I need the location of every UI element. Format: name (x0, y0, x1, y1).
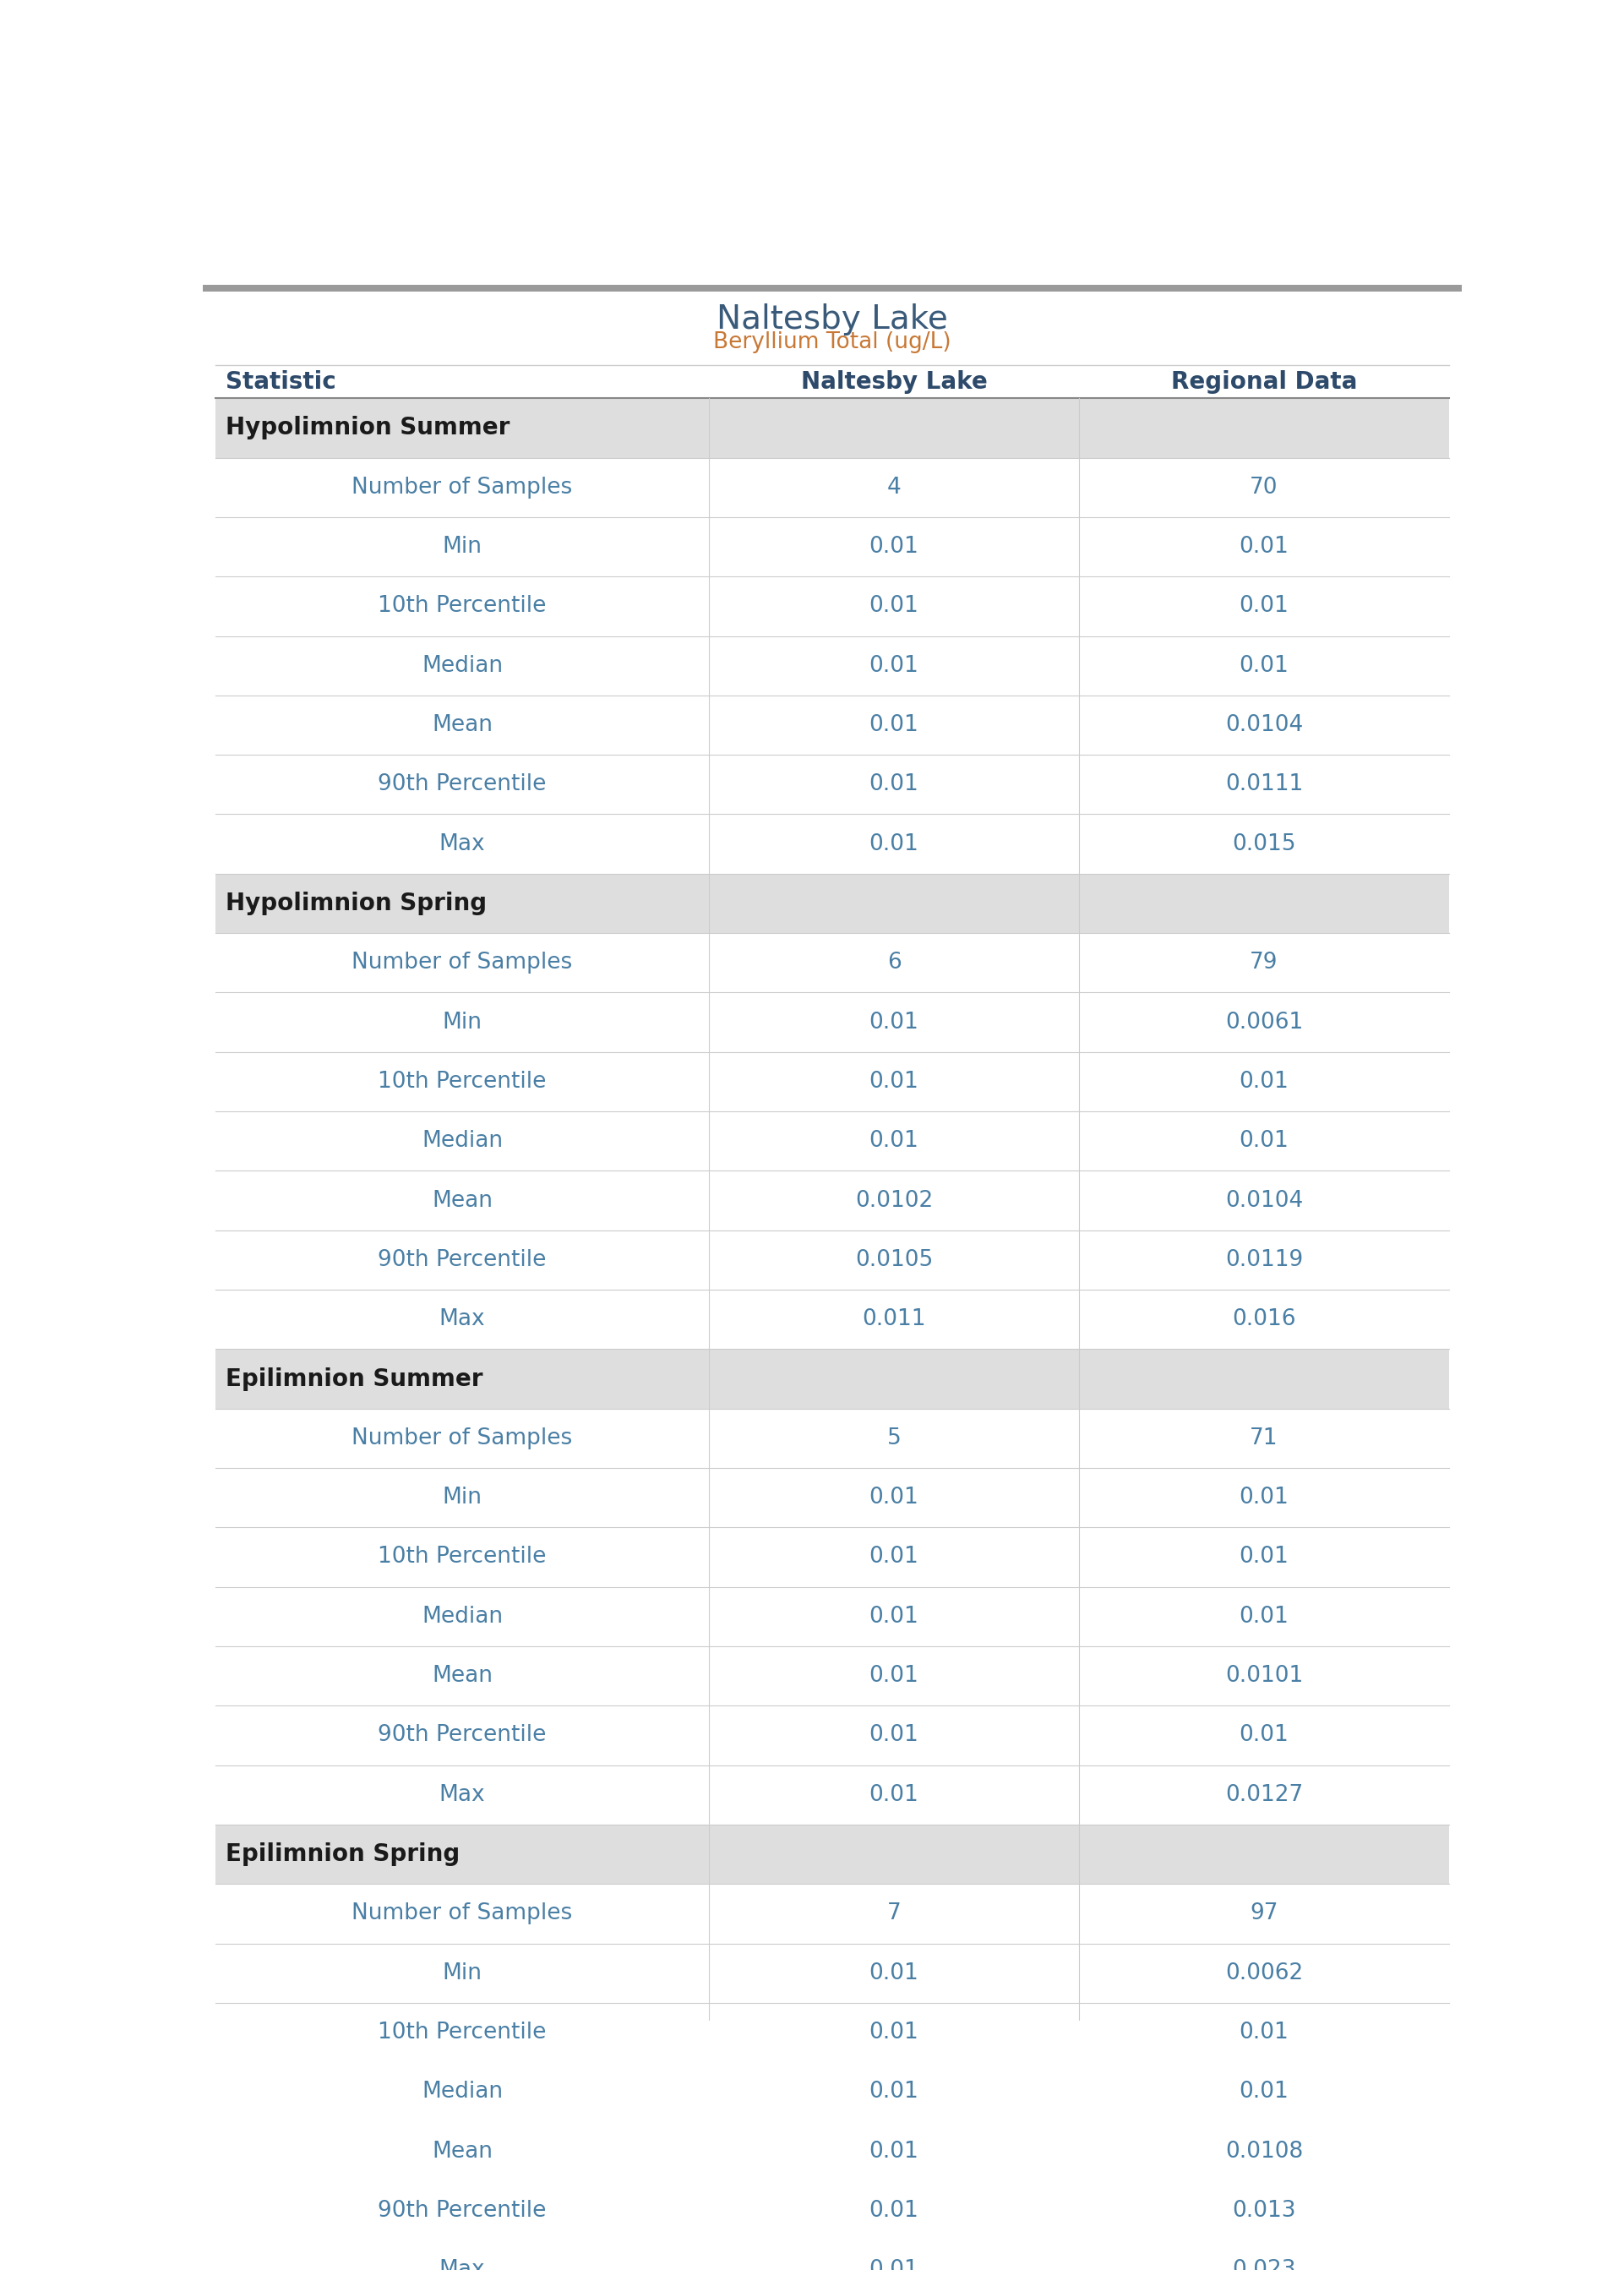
Text: 90th Percentile: 90th Percentile (378, 2200, 547, 2222)
Text: 0.01: 0.01 (1239, 1605, 1289, 1628)
Text: 0.0127: 0.0127 (1224, 1784, 1302, 1807)
Text: 0.01: 0.01 (869, 1487, 919, 1510)
Text: 0.01: 0.01 (869, 1546, 919, 1569)
Text: 90th Percentile: 90th Percentile (378, 1725, 547, 1746)
Text: 10th Percentile: 10th Percentile (378, 2023, 547, 2043)
Text: 0.0105: 0.0105 (854, 1249, 932, 1271)
Text: Beryllium Total (ug/L): Beryllium Total (ug/L) (713, 331, 952, 354)
Text: 0.01: 0.01 (869, 2141, 919, 2163)
Text: 0.01: 0.01 (1239, 1071, 1289, 1092)
Text: Max: Max (438, 2259, 486, 2270)
Text: 0.01: 0.01 (869, 1605, 919, 1628)
Text: Naltesby Lake: Naltesby Lake (801, 370, 987, 393)
Text: 0.0061: 0.0061 (1224, 1010, 1302, 1033)
Text: 0.01: 0.01 (1239, 2023, 1289, 2043)
Text: 0.0062: 0.0062 (1224, 1961, 1302, 1984)
Text: 0.01: 0.01 (869, 1010, 919, 1033)
Text: 0.01: 0.01 (1239, 1725, 1289, 1746)
Text: Number of Samples: Number of Samples (352, 477, 573, 499)
Text: 0.016: 0.016 (1233, 1308, 1296, 1330)
Text: Mean: Mean (432, 1664, 492, 1687)
Text: Number of Samples: Number of Samples (352, 1428, 573, 1448)
Text: Regional Data: Regional Data (1171, 370, 1358, 393)
Text: 0.01: 0.01 (1239, 654, 1289, 676)
Text: 4: 4 (887, 477, 901, 499)
Text: 0.015: 0.015 (1233, 833, 1296, 856)
Text: 0.01: 0.01 (869, 2023, 919, 2043)
Text: Number of Samples: Number of Samples (352, 951, 573, 974)
Text: Mean: Mean (432, 715, 492, 735)
Text: Number of Samples: Number of Samples (352, 1902, 573, 1925)
Text: Max: Max (438, 1308, 486, 1330)
Text: 0.0102: 0.0102 (854, 1189, 932, 1212)
Text: 79: 79 (1250, 951, 1278, 974)
Text: Max: Max (438, 1784, 486, 1807)
Text: Epilimnion Summer: Epilimnion Summer (226, 1367, 482, 1392)
Text: 0.0119: 0.0119 (1224, 1249, 1302, 1271)
Text: Hypolimnion Spring: Hypolimnion Spring (226, 892, 487, 915)
Text: 0.01: 0.01 (869, 1961, 919, 1984)
Text: 0.01: 0.01 (869, 2200, 919, 2222)
Text: 0.01: 0.01 (869, 1784, 919, 1807)
Bar (216, 1825, 1449, 1884)
Text: 0.023: 0.023 (1233, 2259, 1296, 2270)
Text: 0.01: 0.01 (1239, 595, 1289, 617)
Text: Min: Min (442, 1961, 482, 1984)
Text: Min: Min (442, 1010, 482, 1033)
Text: 0.01: 0.01 (869, 536, 919, 558)
Text: 70: 70 (1250, 477, 1278, 499)
Text: Median: Median (422, 1130, 503, 1153)
Text: Min: Min (442, 1487, 482, 1510)
Text: 0.01: 0.01 (1239, 1487, 1289, 1510)
Text: 0.01: 0.01 (869, 715, 919, 735)
Text: 0.01: 0.01 (869, 654, 919, 676)
Text: 0.01: 0.01 (869, 1725, 919, 1746)
Bar (216, 1348, 1449, 1410)
Text: Min: Min (442, 536, 482, 558)
Text: 0.01: 0.01 (869, 1071, 919, 1092)
Text: Median: Median (422, 654, 503, 676)
Text: 0.01: 0.01 (869, 2082, 919, 2102)
Bar (203, 284, 1462, 291)
Text: 0.01: 0.01 (869, 1130, 919, 1153)
Text: 90th Percentile: 90th Percentile (378, 1249, 547, 1271)
Text: 5: 5 (887, 1428, 901, 1448)
Text: Median: Median (422, 1605, 503, 1628)
Text: 0.013: 0.013 (1233, 2200, 1296, 2222)
Text: Naltesby Lake: Naltesby Lake (716, 304, 948, 336)
Text: Median: Median (422, 2082, 503, 2102)
Text: 0.0104: 0.0104 (1224, 1189, 1302, 1212)
Text: 0.01: 0.01 (1239, 536, 1289, 558)
Text: 0.0111: 0.0111 (1224, 774, 1302, 794)
Text: 97: 97 (1250, 1902, 1278, 1925)
Text: 7: 7 (887, 1902, 901, 1925)
Text: 0.01: 0.01 (869, 2259, 919, 2270)
Text: 0.0101: 0.0101 (1224, 1664, 1302, 1687)
Text: 0.01: 0.01 (869, 774, 919, 794)
Text: 0.01: 0.01 (1239, 1546, 1289, 1569)
Text: Statistic: Statistic (226, 370, 336, 393)
Text: 10th Percentile: 10th Percentile (378, 1071, 547, 1092)
Text: 0.01: 0.01 (1239, 2082, 1289, 2102)
Text: 10th Percentile: 10th Percentile (378, 1546, 547, 1569)
Text: 0.01: 0.01 (869, 1664, 919, 1687)
Text: 0.0108: 0.0108 (1224, 2141, 1302, 2163)
Text: 0.01: 0.01 (1239, 1130, 1289, 1153)
Text: Epilimnion Spring: Epilimnion Spring (226, 1843, 460, 1866)
Text: 0.01: 0.01 (869, 833, 919, 856)
Text: Hypolimnion Summer: Hypolimnion Summer (226, 415, 510, 440)
Text: 0.01: 0.01 (869, 595, 919, 617)
Text: 10th Percentile: 10th Percentile (378, 595, 547, 617)
Text: 71: 71 (1250, 1428, 1278, 1448)
Text: Mean: Mean (432, 2141, 492, 2163)
Text: Max: Max (438, 833, 486, 856)
Text: Mean: Mean (432, 1189, 492, 1212)
Text: 90th Percentile: 90th Percentile (378, 774, 547, 794)
Bar (216, 874, 1449, 933)
Text: 0.0104: 0.0104 (1224, 715, 1302, 735)
Text: 6: 6 (887, 951, 901, 974)
Bar (216, 397, 1449, 459)
Text: 0.011: 0.011 (862, 1308, 926, 1330)
